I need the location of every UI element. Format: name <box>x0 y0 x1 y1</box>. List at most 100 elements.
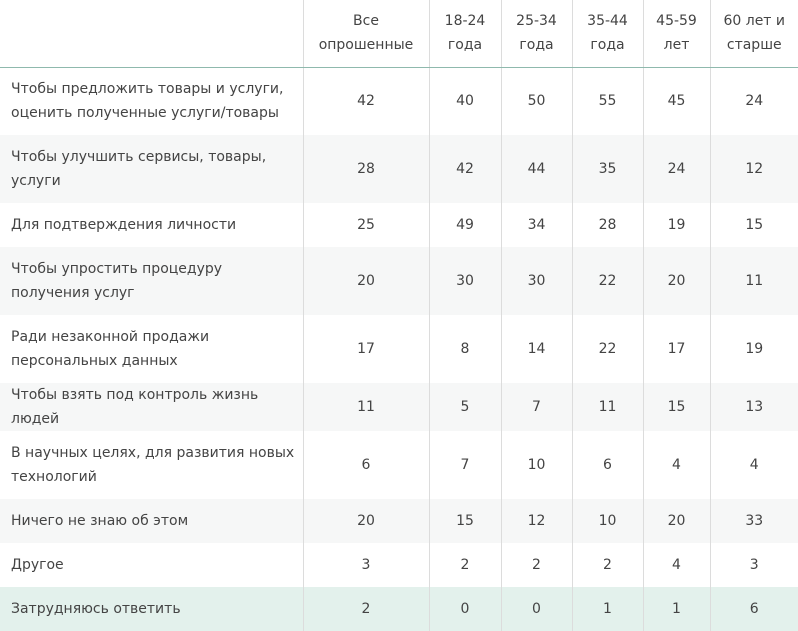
header-line: года <box>573 33 643 57</box>
table-cell: 8 <box>429 315 501 383</box>
header-line: 45-59 <box>644 9 710 33</box>
row-label: Ничего не знаю об этом <box>0 499 303 543</box>
table-cell: 30 <box>501 247 572 315</box>
row-label: Чтобы взять под контроль жизнь людей <box>0 383 303 431</box>
table-cell: 22 <box>572 315 643 383</box>
table-cell: 20 <box>303 499 429 543</box>
table-cell: 7 <box>501 383 572 431</box>
table-cell: 35 <box>572 135 643 203</box>
table-cell: 20 <box>643 247 710 315</box>
row-label: Чтобы упростить процедуру получения услу… <box>0 247 303 315</box>
table-cell: 2 <box>429 543 501 587</box>
header-line: года <box>502 33 572 57</box>
table-cell: 14 <box>501 315 572 383</box>
table-cell: 55 <box>572 67 643 135</box>
table-cell: 28 <box>572 203 643 247</box>
table-cell: 1 <box>572 587 643 631</box>
table-cell: 10 <box>501 431 572 499</box>
row-label: Чтобы предложить товары и услуги, оценит… <box>0 67 303 135</box>
table-cell: 33 <box>710 499 798 543</box>
table-cell: 24 <box>643 135 710 203</box>
table-cell: 17 <box>643 315 710 383</box>
table-cell: 13 <box>710 383 798 431</box>
table-row: В научных целях, для развития новых техн… <box>0 431 798 499</box>
table-cell: 3 <box>710 543 798 587</box>
table-cell: 42 <box>429 135 501 203</box>
table-cell: 5 <box>429 383 501 431</box>
table-cell: 19 <box>710 315 798 383</box>
table-cell: 0 <box>429 587 501 631</box>
header-line: 18-24 <box>430 9 501 33</box>
table-row-last: Затрудняюсь ответить 2 0 0 1 1 6 <box>0 587 798 631</box>
table-row: Чтобы предложить товары и услуги, оценит… <box>0 67 798 135</box>
table-cell: 6 <box>572 431 643 499</box>
table-cell: 11 <box>710 247 798 315</box>
header-cell-all: Все опрошенные <box>303 0 429 67</box>
table-cell: 3 <box>303 543 429 587</box>
table-cell: 19 <box>643 203 710 247</box>
row-label: В научных целях, для развития новых техн… <box>0 431 303 499</box>
header-cell-45-59: 45-59 лет <box>643 0 710 67</box>
table-cell: 34 <box>501 203 572 247</box>
row-label: Для подтверждения личности <box>0 203 303 247</box>
table-cell: 0 <box>501 587 572 631</box>
table-cell: 10 <box>572 499 643 543</box>
table-cell: 15 <box>643 383 710 431</box>
header-line: старше <box>711 33 798 57</box>
header-line: Все <box>304 9 429 33</box>
table-cell: 11 <box>303 383 429 431</box>
table-cell: 7 <box>429 431 501 499</box>
table-cell: 28 <box>303 135 429 203</box>
table-cell: 30 <box>429 247 501 315</box>
table-cell: 6 <box>710 587 798 631</box>
table-cell: 12 <box>501 499 572 543</box>
table-cell: 15 <box>429 499 501 543</box>
table-row: Другое 3 2 2 2 4 3 <box>0 543 798 587</box>
table-cell: 20 <box>303 247 429 315</box>
row-label: Другое <box>0 543 303 587</box>
table-cell: 11 <box>572 383 643 431</box>
table-cell: 45 <box>643 67 710 135</box>
header-cell-18-24: 18-24 года <box>429 0 501 67</box>
table-cell: 44 <box>501 135 572 203</box>
table-cell: 4 <box>643 543 710 587</box>
table-cell: 2 <box>303 587 429 631</box>
header-cell-35-44: 35-44 года <box>572 0 643 67</box>
table-row: Ради незаконной продажи персональных дан… <box>0 315 798 383</box>
table-row: Для подтверждения личности 25 49 34 28 1… <box>0 203 798 247</box>
table-cell: 20 <box>643 499 710 543</box>
row-label: Затрудняюсь ответить <box>0 587 303 631</box>
header-line: года <box>430 33 501 57</box>
row-label: Ради незаконной продажи персональных дан… <box>0 315 303 383</box>
header-line: 35-44 <box>573 9 643 33</box>
table-row: Чтобы упростить процедуру получения услу… <box>0 247 798 315</box>
table-cell: 4 <box>643 431 710 499</box>
table-cell: 4 <box>710 431 798 499</box>
row-label: Чтобы улучшить сервисы, товары, услуги <box>0 135 303 203</box>
header-cell-60-plus: 60 лет и старше <box>710 0 798 67</box>
table-cell: 6 <box>303 431 429 499</box>
header-line: лет <box>644 33 710 57</box>
table-cell: 50 <box>501 67 572 135</box>
table-cell: 1 <box>643 587 710 631</box>
table-cell: 2 <box>572 543 643 587</box>
table-cell: 42 <box>303 67 429 135</box>
header-line: 60 лет и <box>711 9 798 33</box>
table-cell: 25 <box>303 203 429 247</box>
table-cell: 22 <box>572 247 643 315</box>
table-cell: 17 <box>303 315 429 383</box>
table-cell: 49 <box>429 203 501 247</box>
table-cell: 24 <box>710 67 798 135</box>
table-row: Чтобы улучшить сервисы, товары, услуги 2… <box>0 135 798 203</box>
header-line: опрошенные <box>304 33 429 57</box>
header-cell-label <box>0 0 303 67</box>
header-row: Все опрошенные 18-24 года 25-34 года 35-… <box>0 0 798 67</box>
table-row: Ничего не знаю об этом 20 15 12 10 20 33 <box>0 499 798 543</box>
header-line: 25-34 <box>502 9 572 33</box>
table-cell: 2 <box>501 543 572 587</box>
table-cell: 12 <box>710 135 798 203</box>
table-row: Чтобы взять под контроль жизнь людей 11 … <box>0 383 798 431</box>
table-cell: 40 <box>429 67 501 135</box>
table-cell: 15 <box>710 203 798 247</box>
